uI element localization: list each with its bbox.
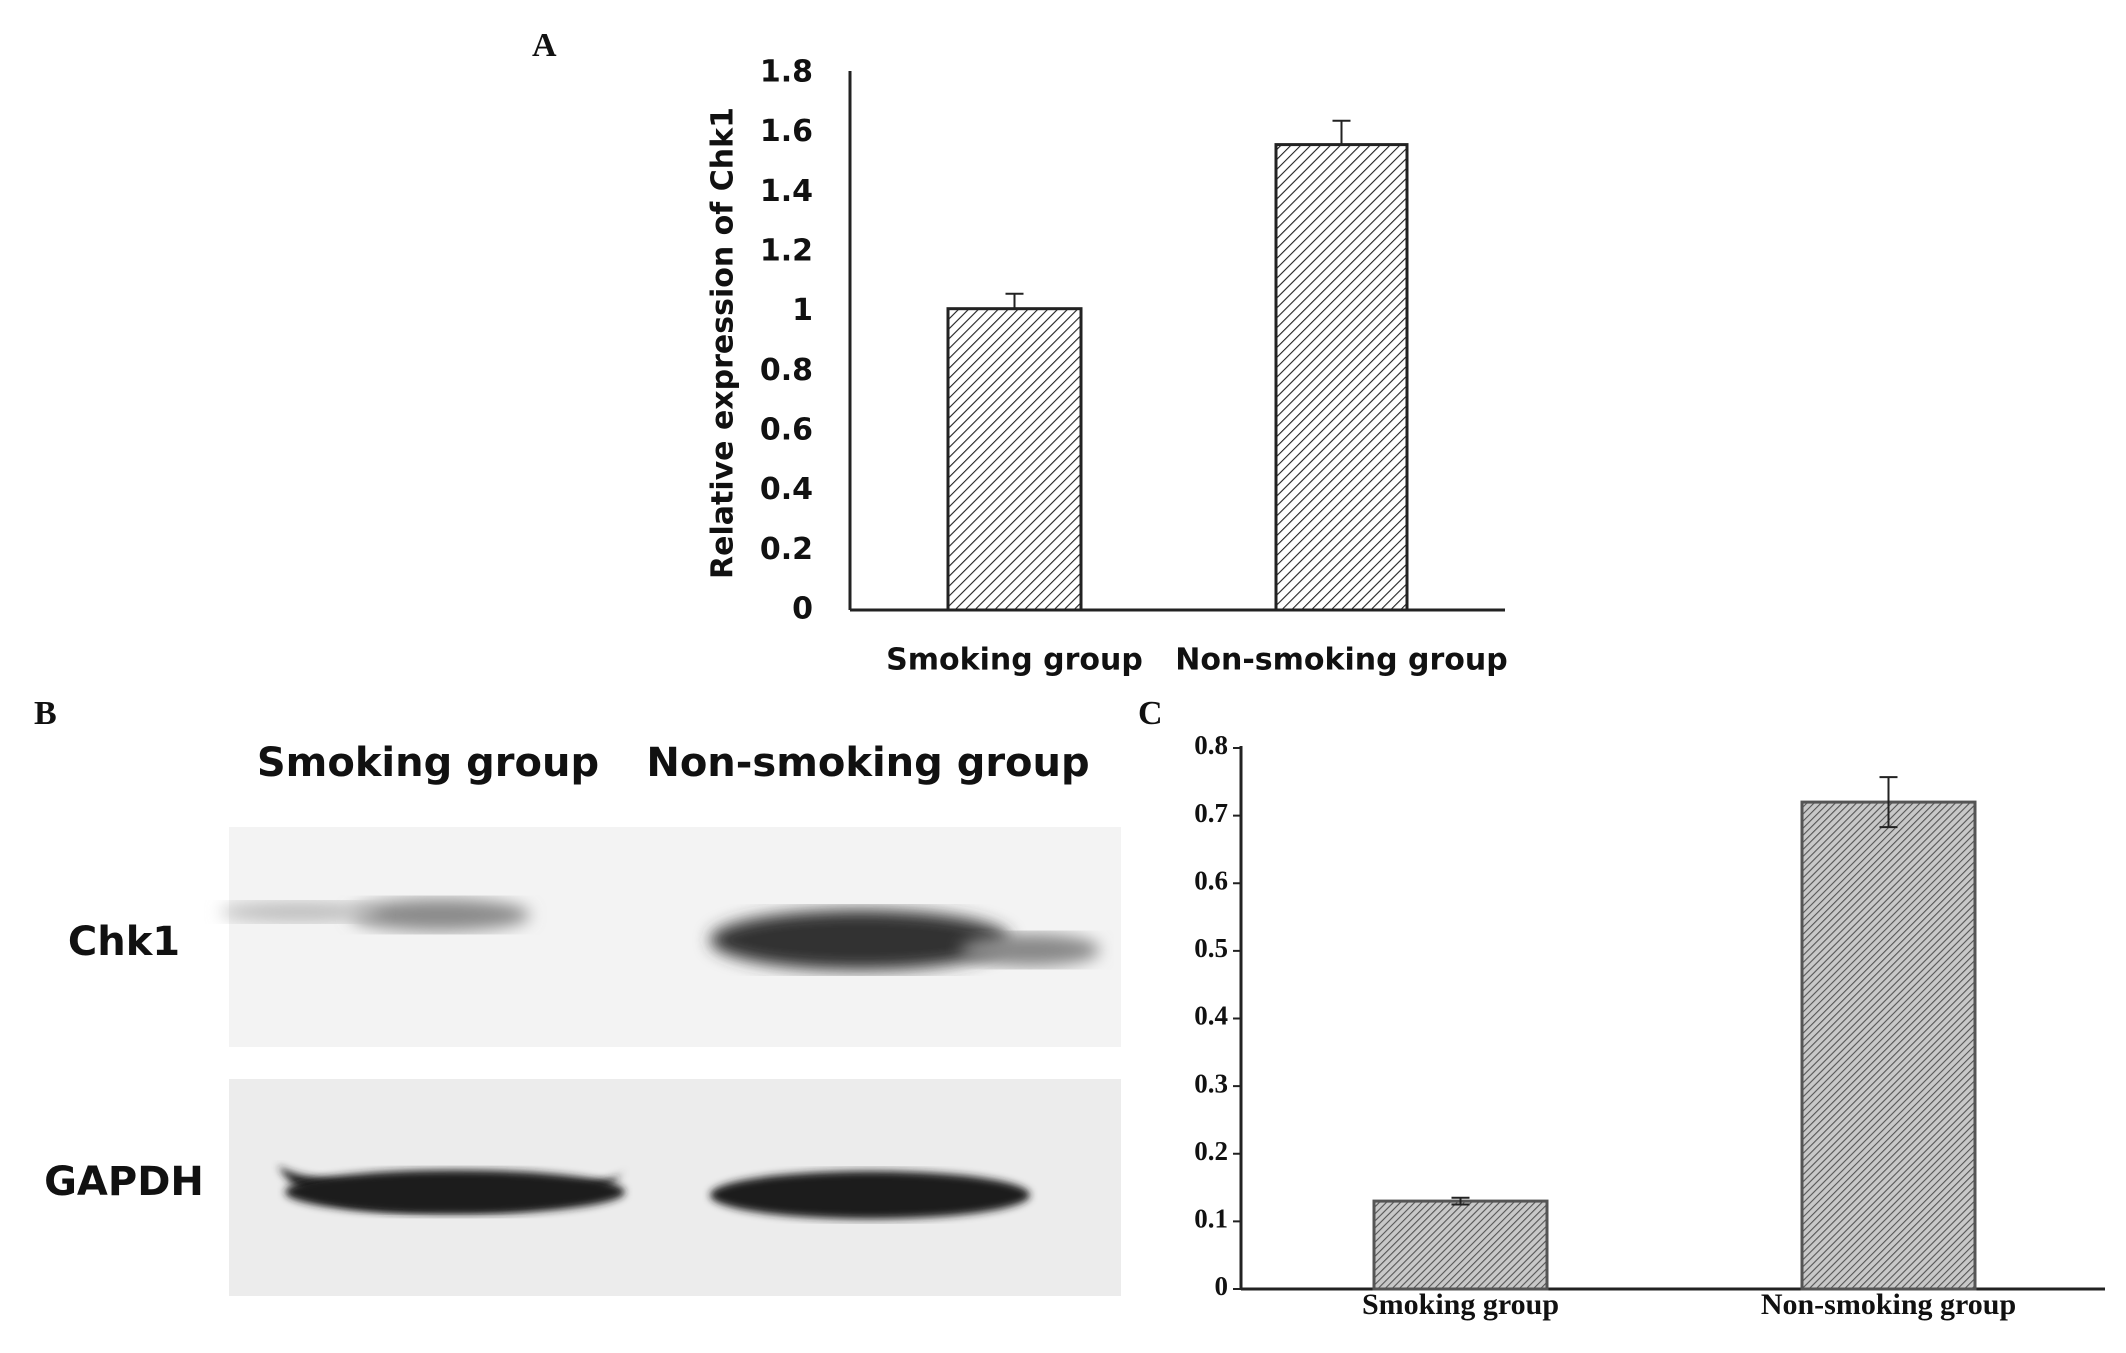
y-tick-label: 0 bbox=[1215, 1271, 1229, 1301]
bar bbox=[1274, 143, 1409, 612]
error-bar bbox=[1879, 776, 1898, 829]
y-tick-label: 1 bbox=[792, 293, 813, 328]
panel-label: B bbox=[34, 695, 57, 732]
lane-label: Non-smoking group bbox=[646, 740, 1089, 786]
band-label: GAPDH bbox=[44, 1159, 204, 1205]
y-tick-label: 1.8 bbox=[760, 55, 813, 90]
x-tick-label: Smoking group bbox=[886, 643, 1143, 678]
y-tick-label: 0.6 bbox=[1194, 865, 1228, 895]
y-tick-label: 0.8 bbox=[760, 353, 813, 388]
x-tick-label: Non-smoking group bbox=[1761, 1288, 2016, 1321]
y-tick-label: 0.5 bbox=[1194, 933, 1228, 963]
x-tick-label: Non-smoking group bbox=[1175, 643, 1507, 678]
panel-label: C bbox=[1138, 695, 1163, 732]
y-tick-label: 0.2 bbox=[760, 532, 813, 567]
blot-gapdh bbox=[229, 1079, 1121, 1296]
error-bar bbox=[1005, 292, 1024, 309]
y-tick-label: 0.7 bbox=[1194, 798, 1228, 828]
bar bbox=[946, 307, 1083, 612]
band-label: Chk1 bbox=[68, 919, 180, 965]
panel-label: A bbox=[532, 27, 557, 64]
y-tick-label: 1.2 bbox=[760, 234, 813, 269]
y-tick-label: 0.4 bbox=[1194, 1001, 1228, 1031]
error-bar bbox=[1332, 119, 1351, 145]
bar bbox=[1800, 800, 1977, 1291]
y-tick-label: 0.8 bbox=[1194, 730, 1228, 760]
bar bbox=[1372, 1199, 1549, 1291]
y-axis-label: Relative expression of Chk1 bbox=[706, 107, 741, 579]
y-tick-label: 0.3 bbox=[1194, 1068, 1228, 1098]
y-tick-label: 0 bbox=[792, 592, 813, 627]
y-tick-label: 0.1 bbox=[1194, 1204, 1228, 1234]
error-bar bbox=[1451, 1196, 1470, 1206]
y-tick-label: 1.6 bbox=[760, 114, 813, 149]
y-tick-label: 0.6 bbox=[760, 413, 813, 448]
lane-label: Smoking group bbox=[257, 740, 599, 786]
y-tick-label: 0.2 bbox=[1194, 1136, 1228, 1166]
x-tick-label: Smoking group bbox=[1362, 1288, 1559, 1321]
y-tick-label: 1.4 bbox=[760, 174, 813, 209]
y-tick-label: 0.4 bbox=[760, 472, 813, 507]
blot-chk1 bbox=[220, 827, 1121, 1047]
